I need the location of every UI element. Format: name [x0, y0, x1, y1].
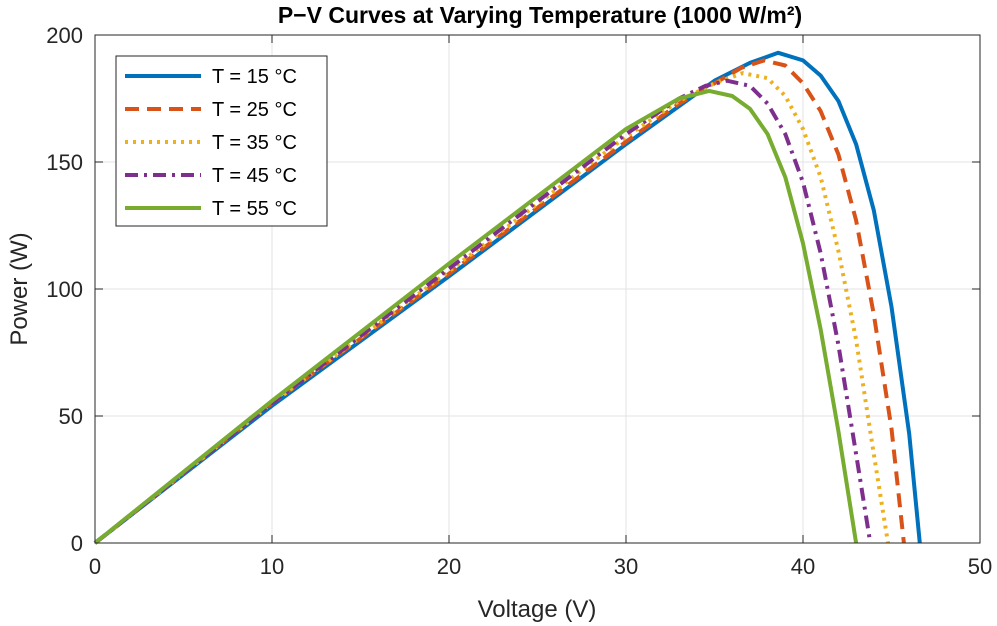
x-axis-label: Voltage (V) — [478, 596, 597, 623]
x-tick-label: 10 — [260, 554, 284, 579]
y-tick-label: 0 — [71, 531, 83, 556]
y-tick-label: 50 — [59, 404, 83, 429]
legend-label-1: T = 15 °C — [212, 66, 297, 88]
y-tick-label: 150 — [46, 150, 83, 175]
y-axis-label: Power (W) — [6, 232, 33, 345]
x-tick-label: 30 — [614, 554, 638, 579]
series-line-3 — [93, 71, 890, 545]
x-tick-label: 0 — [89, 554, 101, 579]
series-line-2 — [93, 58, 906, 545]
axes: 0 10 20 30 40 50 0 50 100 150 200 — [46, 23, 992, 579]
x-tick-label: 40 — [791, 554, 815, 579]
y-tick-label: 100 — [46, 277, 83, 302]
series-line-5 — [93, 88, 859, 545]
chart-title: P−V Curves at Varying Temperature (1000 … — [278, 2, 802, 28]
legend-label-4: T = 45 °C — [212, 165, 297, 187]
x-tick-label: 20 — [437, 554, 461, 579]
legend: T = 15 °C T = 25 °C T = 35 °C T = 45 °C T = … — [115, 55, 328, 227]
series-line-1 — [93, 50, 922, 545]
series-layer — [93, 50, 922, 545]
x-tick-label: 50 — [968, 554, 992, 579]
legend-label-3: T = 35 °C — [212, 132, 297, 154]
legend-label-5: T = 55 °C — [212, 198, 297, 220]
legend-label-2: T = 25 °C — [212, 99, 297, 121]
y-tick-label: 200 — [46, 23, 83, 48]
series-line-4 — [93, 78, 873, 545]
